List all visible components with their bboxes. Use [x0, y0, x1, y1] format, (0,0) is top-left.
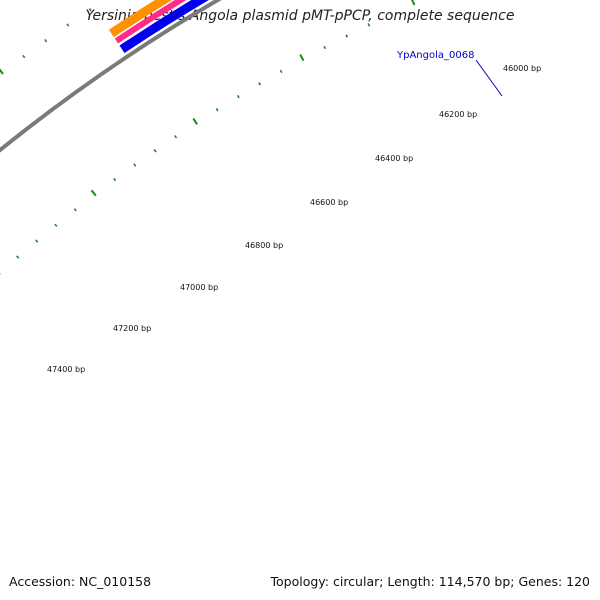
major-tick [192, 117, 198, 125]
minor-tick [66, 23, 70, 27]
minor-tick [16, 255, 20, 259]
minor-tick [22, 54, 26, 59]
major-tick [299, 54, 305, 62]
minor-tick [323, 45, 327, 50]
minor-tick [174, 135, 178, 139]
tick-label: 46200 bp [439, 110, 477, 119]
map-title: Yersinia pestis Angola plasmid pMT-pPCP,… [85, 8, 515, 24]
minor-tick [133, 163, 137, 167]
minor-tick [153, 149, 157, 153]
tick-label: 47400 bp [47, 365, 85, 374]
major-tick [0, 68, 4, 75]
backbone-arc [0, 0, 222, 153]
major-tick [411, 0, 416, 6]
tick-label: 46000 bp [503, 64, 541, 73]
minor-tick [389, 12, 393, 16]
tick-label: 47000 bp [180, 283, 218, 292]
tick-label: 46400 bp [375, 154, 413, 163]
inner-tick-ring [0, 0, 416, 275]
tick-label: 47200 bp [113, 324, 151, 333]
tick-label: 46800 bp [245, 241, 283, 250]
minor-tick [88, 8, 92, 12]
blue-gene-feature-band[interactable] [119, 0, 600, 54]
minor-tick [54, 223, 58, 227]
minor-tick [345, 34, 349, 38]
gene-label-ypangola-0068[interactable]: YpAngola_0068 [396, 50, 474, 61]
accession-text: Accession: NC_010158 [9, 574, 152, 589]
minor-tick [113, 177, 117, 182]
minor-tick [367, 23, 371, 27]
tick-label: 46600 bp [310, 198, 348, 207]
minor-tick [279, 69, 283, 74]
summary-text: Topology: circular; Length: 114,570 bp; … [270, 574, 591, 589]
major-tick [90, 189, 97, 197]
upper-feature-group [108, 0, 600, 54]
minor-tick [73, 208, 77, 212]
minor-tick [215, 107, 219, 112]
gene-label-leader-line [475, 59, 503, 97]
minor-tick [236, 94, 240, 99]
minor-tick [35, 239, 39, 243]
outer-tick-ring [0, 8, 92, 75]
minor-tick [44, 38, 48, 43]
minor-tick [258, 82, 262, 86]
